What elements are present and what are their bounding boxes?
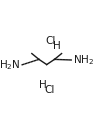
Text: H$_2$N: H$_2$N bbox=[0, 58, 21, 72]
Text: H: H bbox=[39, 80, 47, 90]
Text: Cl: Cl bbox=[45, 36, 56, 46]
Text: NH$_2$: NH$_2$ bbox=[73, 53, 93, 67]
Text: Cl: Cl bbox=[45, 85, 55, 95]
Text: H: H bbox=[53, 41, 60, 51]
